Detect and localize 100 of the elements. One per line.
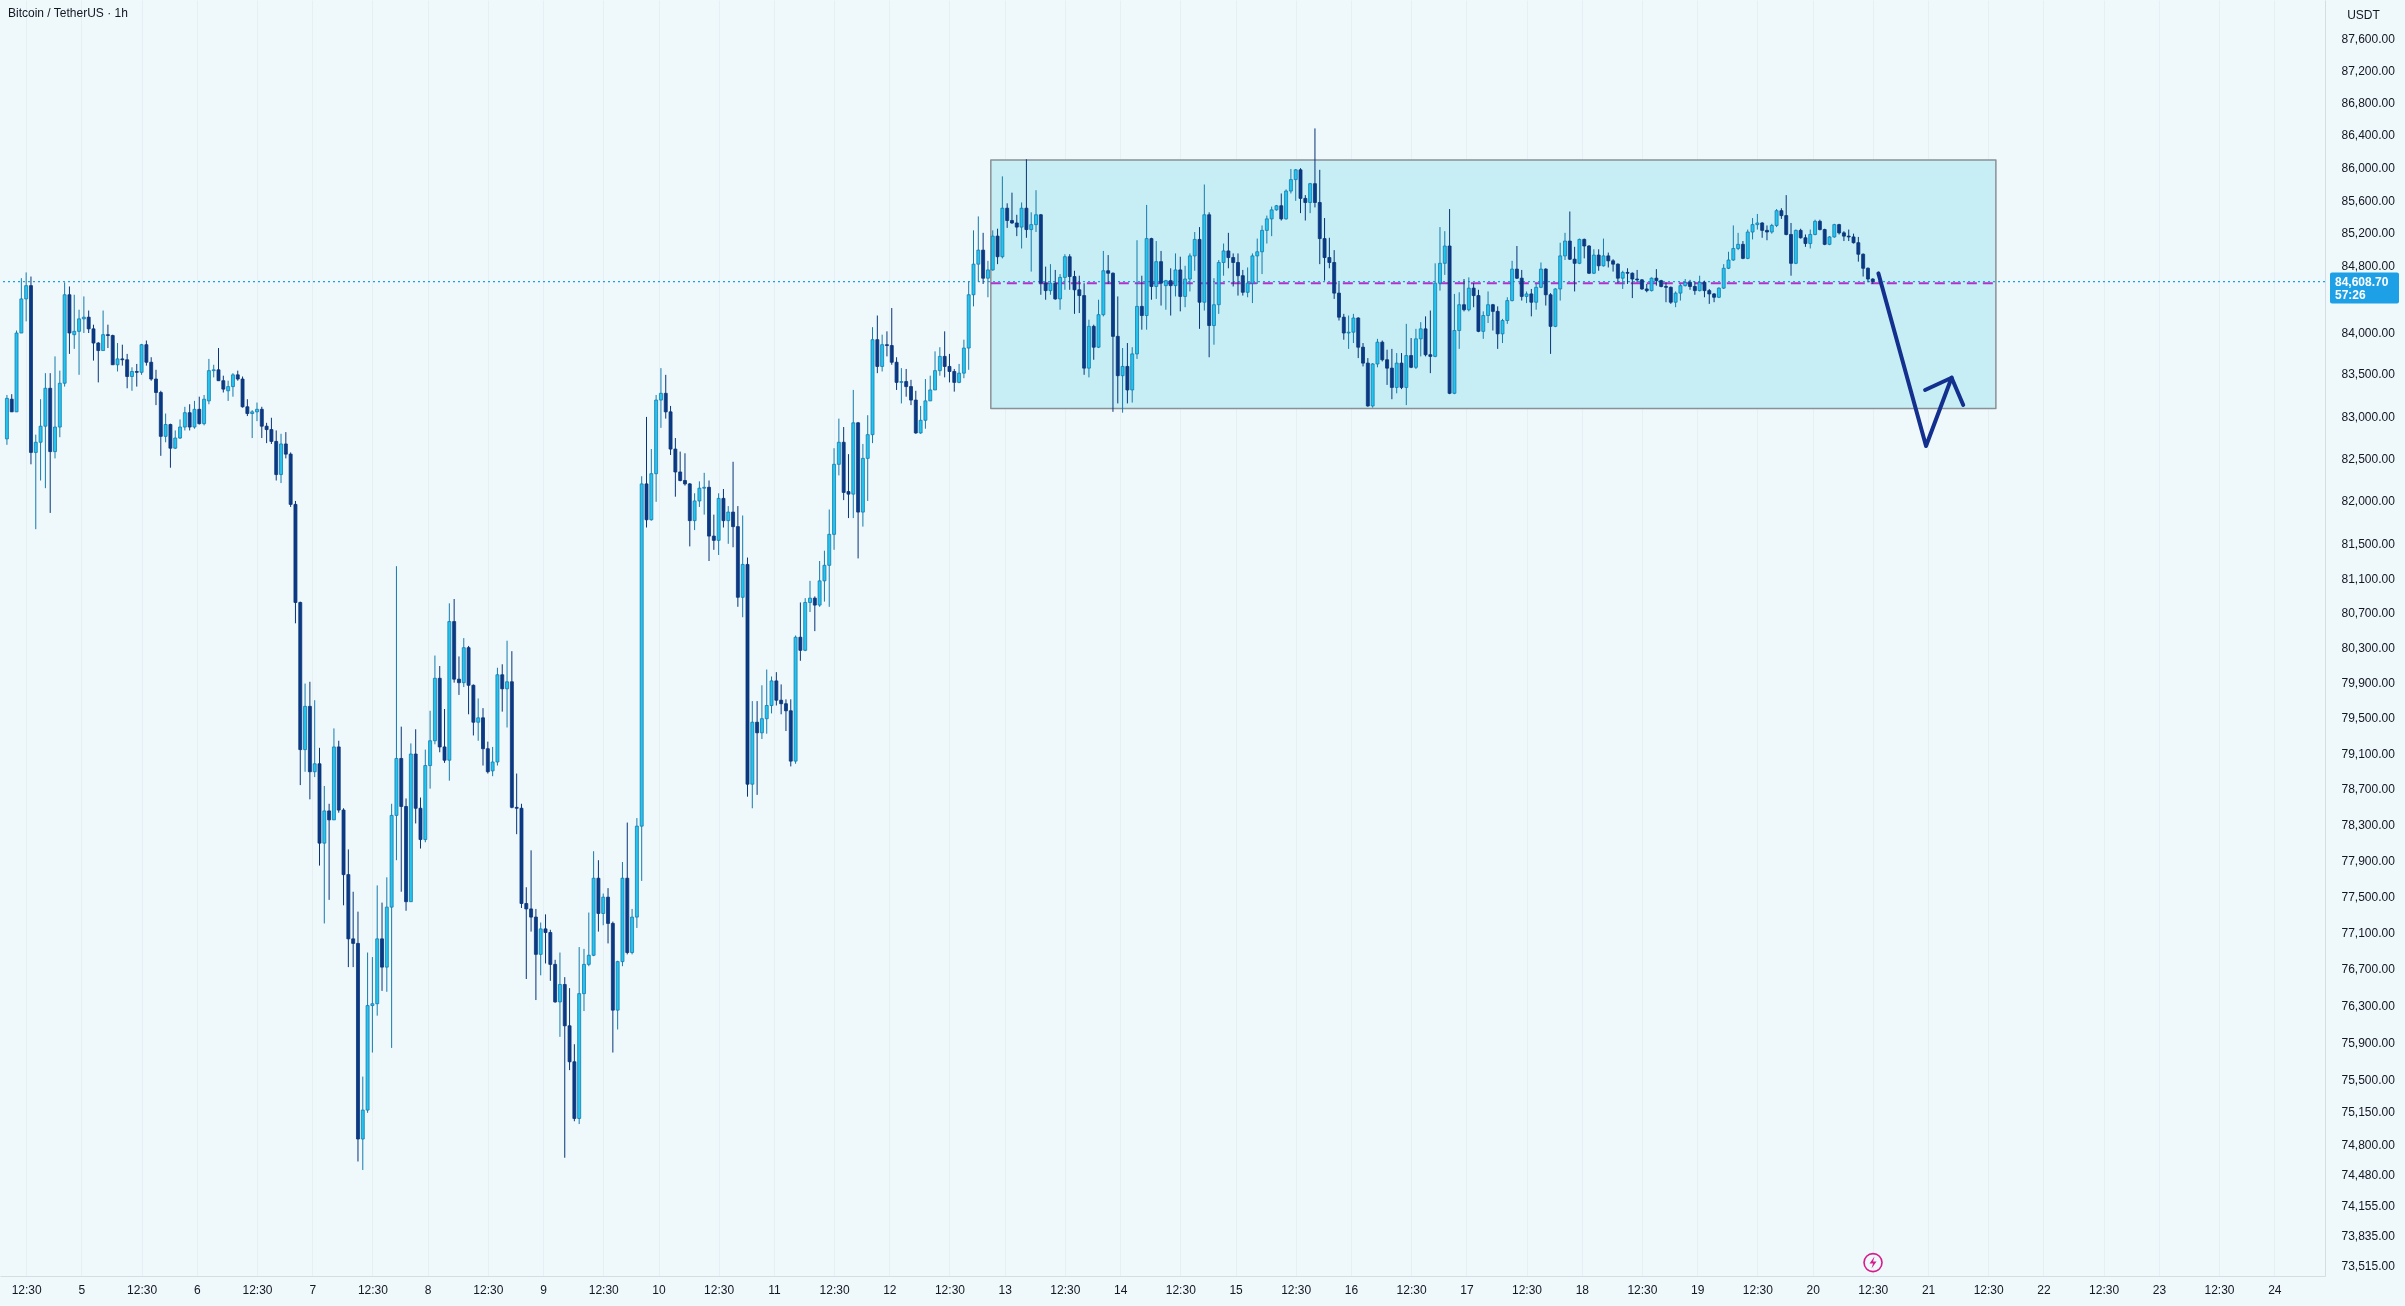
text: 57:26	[2335, 287, 2367, 302]
y-tick-label: 73,515.00	[2341, 1259, 2396, 1274]
candlestick	[1591, 248, 1596, 275]
x-tick-label: 12:30	[1396, 1282, 1427, 1297]
x-tick-label: 15	[1229, 1282, 1244, 1297]
candlestick	[1620, 270, 1625, 290]
x-tick-label: 17	[1460, 1282, 1474, 1297]
x-tick-label: 18	[1575, 1282, 1590, 1297]
x-tick-label: 12:30	[934, 1282, 966, 1297]
y-tick-label: 77,100.00	[2341, 926, 2396, 941]
candlestick	[327, 803, 332, 901]
candlestick	[168, 423, 173, 469]
x-tick-label: 12:30	[1627, 1282, 1658, 1297]
candlestick	[558, 952, 562, 1038]
y-tick-label: 74,800.00	[2341, 1138, 2396, 1153]
candlestick	[1279, 192, 1284, 222]
candlestick	[192, 400, 197, 430]
x-tick-label: 12:30	[704, 1282, 735, 1297]
candlestick	[500, 663, 505, 713]
candlestick	[1120, 347, 1125, 414]
candlestick	[812, 595, 817, 632]
candlestick	[81, 295, 86, 334]
y-tick-label: 75,150.00	[2341, 1105, 2396, 1120]
y-tick-label: 86,800.00	[2341, 96, 2396, 111]
y-tick-label: 79,900.00	[2341, 676, 2396, 691]
y-tick-label: 76,300.00	[2341, 999, 2396, 1014]
x-tick-label: 12	[883, 1282, 897, 1297]
candlestick	[880, 334, 885, 372]
candlestick	[1139, 275, 1144, 331]
x-tick-label: 12:30	[1858, 1282, 1889, 1297]
x-tick-label: 12:30	[819, 1282, 850, 1297]
candlestick	[1029, 211, 1034, 273]
x-tick-label: 8	[424, 1282, 432, 1297]
candlestick	[476, 697, 481, 742]
y-tick-label: 85,200.00	[2341, 226, 2396, 241]
y-tick-label: 83,500.00	[2341, 367, 2396, 382]
candlestick	[1091, 324, 1096, 361]
x-tick-label: 11	[768, 1282, 781, 1297]
candlestick	[1053, 269, 1058, 301]
x-tick-label: 12:30	[2204, 1282, 2235, 1297]
candlestick	[721, 488, 726, 528]
candlestick	[197, 396, 202, 426]
candlestick	[1159, 250, 1163, 307]
text: Bitcoin / TetherUS · 1h	[8, 6, 128, 20]
y-tick-label: 82,000.00	[2341, 494, 2396, 509]
candlestick	[1601, 238, 1606, 268]
x-tick-label: 10	[652, 1282, 667, 1297]
x-tick-label: 9	[540, 1282, 548, 1297]
y-tick-label: 79,100.00	[2341, 746, 2396, 761]
x-tick-label: 19	[1691, 1282, 1705, 1297]
y-tick-label: 86,400.00	[2341, 128, 2396, 143]
y-tick-label: 80,700.00	[2341, 606, 2396, 621]
y-axis-title: USDT	[2347, 7, 2381, 22]
x-tick-label: 12:30	[1973, 1282, 2005, 1297]
candlestick	[1409, 337, 1414, 369]
x-tick-label: 24	[2268, 1282, 2282, 1297]
candlestick	[1173, 252, 1178, 297]
candlestick	[115, 342, 120, 372]
candlestick	[1529, 288, 1534, 317]
x-tick-label: 12:30	[1281, 1282, 1312, 1297]
x-tick-label: 16	[1344, 1282, 1359, 1297]
x-tick-label: 12:30	[2089, 1282, 2120, 1297]
x-tick-label: 12:30	[1165, 1282, 1197, 1297]
x-tick-label: 21	[1921, 1282, 1936, 1297]
candlestick	[1462, 278, 1466, 312]
candlestick	[163, 413, 168, 443]
candlestick	[72, 294, 77, 350]
x-tick-label: 12:30	[242, 1282, 273, 1297]
candlestick	[1163, 279, 1168, 311]
y-tick-label: 77,500.00	[2341, 889, 2396, 904]
x-tick-label: 12:30	[1512, 1282, 1543, 1297]
candlestick	[726, 505, 731, 545]
y-tick-label: 85,600.00	[2341, 193, 2396, 208]
x-tick-label: 12:30	[1742, 1282, 1774, 1297]
candlestick	[1596, 248, 1601, 272]
candlestick	[1466, 276, 1471, 312]
y-tick-label: 78,700.00	[2341, 782, 2396, 797]
x-tick-label: 12:30	[473, 1282, 504, 1297]
candlestick	[250, 409, 255, 439]
candlestick	[1168, 267, 1173, 317]
y-tick-label: 81,100.00	[2341, 571, 2396, 586]
y-tick-label: 82,500.00	[2341, 451, 2396, 466]
x-tick-label: 20	[1806, 1282, 1821, 1297]
candlestick	[101, 310, 105, 352]
candlestick	[1293, 168, 1298, 202]
x-tick-label: 12:30	[588, 1282, 620, 1297]
candlestick	[899, 367, 904, 404]
y-tick-label: 87,200.00	[2341, 63, 2396, 78]
x-tick-label: 7	[309, 1282, 317, 1297]
y-tick-label: 77,900.00	[2341, 853, 2396, 868]
candlestick	[1005, 202, 1010, 229]
y-tick-label: 75,900.00	[2341, 1035, 2396, 1050]
y-tick-label: 87,600.00	[2341, 31, 2396, 46]
candlestick	[312, 699, 317, 778]
y-tick-label: 84,000.00	[2341, 325, 2396, 340]
candlestick	[1495, 305, 1500, 350]
y-tick-label: 73,835.00	[2341, 1229, 2396, 1244]
candlestick	[1519, 269, 1524, 302]
candlestick	[134, 363, 139, 388]
x-tick-label: 12:30	[127, 1282, 158, 1297]
